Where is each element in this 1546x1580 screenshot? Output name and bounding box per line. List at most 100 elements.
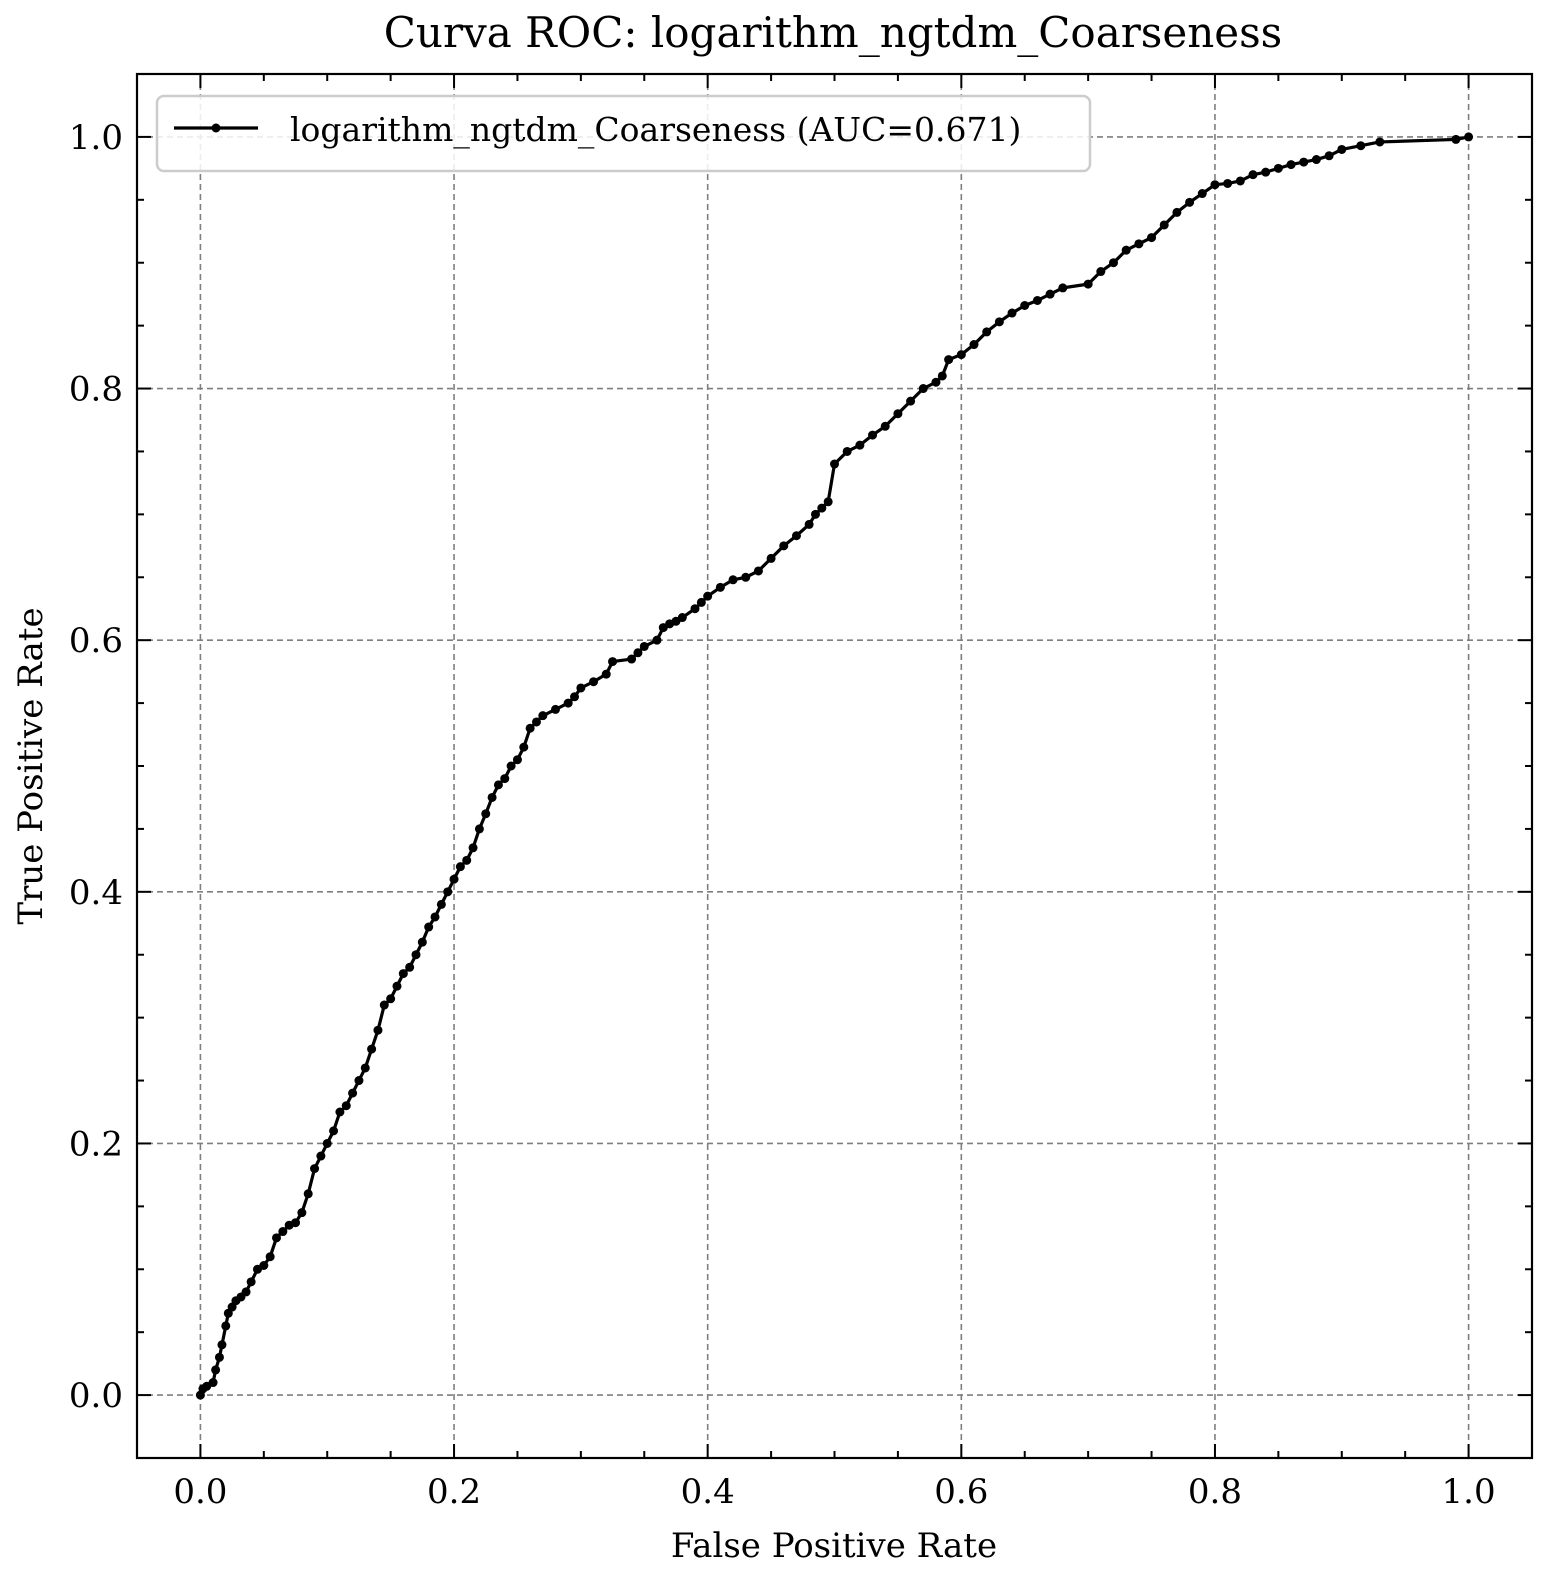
roc-point — [652, 635, 662, 645]
x-tick-label: 0.8 — [1188, 1472, 1242, 1512]
roc-point — [398, 969, 408, 979]
roc-point — [411, 950, 421, 960]
y-tick-label: 0.6 — [69, 621, 123, 661]
roc-point — [810, 509, 820, 519]
roc-point — [1121, 245, 1131, 255]
roc-point — [931, 377, 941, 387]
roc-point — [1032, 295, 1042, 305]
roc-point — [728, 575, 738, 585]
roc-point — [455, 862, 465, 872]
roc-point — [449, 874, 459, 884]
roc-point — [633, 648, 643, 658]
roc-point — [753, 566, 763, 576]
roc-point — [715, 582, 725, 592]
roc-point — [538, 711, 548, 721]
roc-point — [1109, 258, 1118, 268]
roc-point — [1273, 163, 1283, 173]
roc-point — [608, 657, 618, 667]
plot-frame — [135, 72, 1534, 1460]
roc-point — [696, 597, 706, 607]
roc-point — [392, 981, 402, 991]
roc-point — [1261, 167, 1271, 177]
legend-marker-sample — [211, 123, 221, 133]
roc-point — [341, 1101, 351, 1111]
roc-point — [779, 541, 789, 551]
y-tick-label: 0.8 — [69, 370, 123, 410]
roc-point — [570, 692, 580, 702]
roc-point — [1324, 151, 1334, 161]
roc-point — [430, 912, 440, 922]
x-tick-label: 0.2 — [427, 1472, 481, 1512]
roc-point — [1185, 197, 1195, 207]
roc-point — [1356, 141, 1366, 151]
roc-point — [462, 855, 472, 865]
roc-point — [703, 591, 713, 601]
roc-point — [1134, 239, 1144, 249]
roc-point — [474, 824, 484, 834]
legend-label: logarithm_ngtdm_Coarseness (AUC=0.671) — [290, 110, 1021, 150]
roc-point — [373, 1025, 383, 1035]
roc-point — [214, 1352, 224, 1362]
roc-point — [500, 774, 510, 784]
roc-point — [1210, 180, 1220, 190]
roc-point — [1223, 178, 1233, 188]
roc-point — [468, 843, 478, 853]
roc-point — [379, 1000, 389, 1010]
roc-point — [982, 327, 992, 337]
roc-point — [436, 899, 446, 909]
roc-point — [443, 887, 453, 897]
roc-point — [272, 1233, 281, 1243]
roc-point — [487, 792, 497, 802]
roc-point — [804, 519, 814, 529]
roc-point — [1058, 283, 1068, 293]
x-tick-label: 0.4 — [681, 1472, 735, 1512]
roc-point — [303, 1189, 313, 1199]
roc-point — [481, 809, 491, 819]
roc-point — [291, 1218, 301, 1228]
roc-point — [310, 1164, 320, 1174]
x-tick-label: 0.0 — [173, 1472, 227, 1512]
roc-point — [386, 994, 396, 1004]
roc-point — [956, 350, 966, 360]
roc-point — [241, 1287, 251, 1297]
roc-point — [893, 409, 903, 419]
x-tick-label: 0.6 — [934, 1472, 988, 1512]
roc-point — [322, 1138, 332, 1148]
roc-point — [1197, 189, 1207, 199]
roc-point — [1045, 289, 1055, 299]
roc-point — [221, 1321, 231, 1331]
y-tick-label: 0.4 — [69, 873, 123, 913]
roc-point — [918, 384, 928, 394]
roc-point — [493, 780, 503, 790]
roc-point — [601, 669, 611, 679]
roc-point — [627, 654, 637, 664]
roc-point — [677, 613, 687, 623]
roc-point — [354, 1076, 364, 1086]
roc-point — [817, 503, 827, 513]
roc-point — [531, 717, 541, 727]
roc-point — [246, 1277, 256, 1287]
roc-point — [906, 396, 916, 406]
chart-title: Curva ROC: logarithm_ngtdm_Coarseness — [384, 8, 1282, 57]
series-layer — [195, 132, 1474, 1400]
roc-point — [1020, 301, 1030, 311]
roc-point — [360, 1063, 370, 1073]
roc-point — [1248, 170, 1258, 180]
roc-curve-line — [198, 135, 1469, 1396]
roc-point — [1096, 267, 1106, 277]
y-tick-label: 0.2 — [69, 1124, 123, 1164]
roc-point — [424, 922, 434, 932]
roc-point — [211, 1365, 221, 1375]
roc-point — [1311, 155, 1321, 165]
roc-point — [1337, 144, 1347, 154]
roc-point — [937, 371, 947, 381]
roc-point — [405, 962, 415, 972]
roc-point — [855, 440, 865, 450]
roc-point — [525, 723, 535, 733]
roc-point — [1172, 207, 1182, 217]
roc-point — [868, 430, 878, 440]
roc-point — [348, 1088, 358, 1098]
roc-point — [969, 340, 979, 350]
roc-point — [297, 1208, 307, 1218]
roc-point — [417, 937, 427, 947]
